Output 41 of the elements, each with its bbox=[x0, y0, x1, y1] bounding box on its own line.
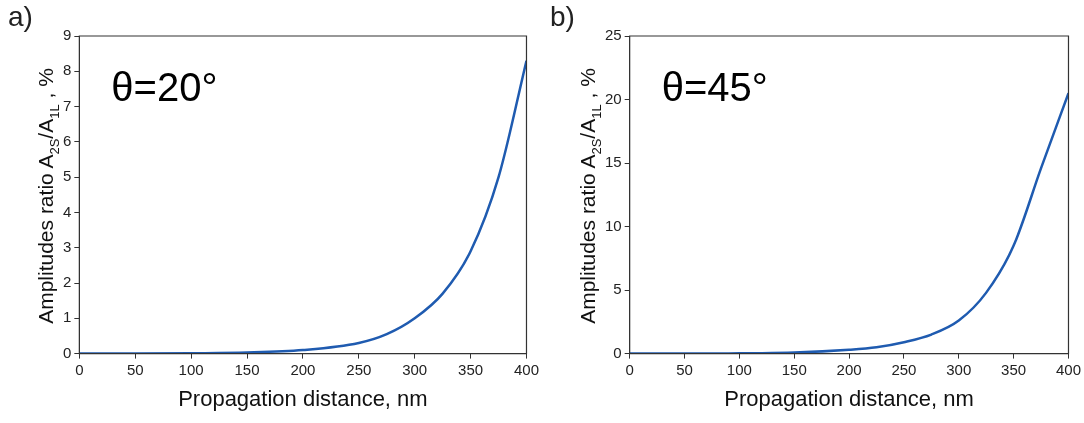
y-tick-label: 5 bbox=[613, 280, 622, 298]
y-tick-label: 6 bbox=[63, 132, 72, 150]
x-tick-label: 300 bbox=[402, 360, 428, 378]
x-tick-label: 400 bbox=[1055, 360, 1081, 378]
x-tick-label: 300 bbox=[946, 360, 972, 378]
y-tick-label: 0 bbox=[613, 343, 622, 361]
annotation: θ=20° bbox=[111, 65, 218, 110]
x-tick-label: 350 bbox=[458, 360, 484, 378]
y-tick-label: 20 bbox=[605, 89, 622, 107]
x-tick-label: 150 bbox=[234, 360, 260, 378]
x-axis-title: Propagation distance, nm bbox=[724, 385, 974, 411]
x-tick-label: 0 bbox=[75, 360, 84, 378]
x-tick-label: 200 bbox=[290, 360, 316, 378]
x-tick-label: 350 bbox=[1001, 360, 1027, 378]
y-tick-label: 0 bbox=[63, 343, 72, 361]
y-tick-label: 8 bbox=[63, 61, 72, 79]
y-tick-label: 9 bbox=[63, 26, 72, 44]
y-tick-label: 4 bbox=[63, 202, 72, 220]
x-tick-label: 400 bbox=[513, 360, 539, 378]
x-tick-label: 200 bbox=[836, 360, 862, 378]
y-tick-label: 25 bbox=[605, 26, 622, 44]
x-tick-label: 250 bbox=[346, 360, 372, 378]
y-tick-label: 7 bbox=[63, 96, 72, 114]
x-tick-label: 0 bbox=[625, 360, 634, 378]
chart-title: b) bbox=[550, 0, 575, 34]
x-tick-label: 50 bbox=[126, 360, 144, 378]
x-axis-title: Propagation distance, nm bbox=[178, 385, 428, 411]
x-tick-label: 250 bbox=[891, 360, 917, 378]
chart-title: a) bbox=[8, 0, 33, 34]
x-tick-label: 100 bbox=[726, 360, 752, 378]
y-tick-label: 5 bbox=[63, 167, 72, 185]
x-tick-label: 50 bbox=[676, 360, 693, 378]
y-tick-label: 10 bbox=[605, 216, 622, 234]
y-tick-label: 3 bbox=[63, 237, 72, 255]
y-tick-label: 2 bbox=[63, 273, 72, 291]
annotation: θ=45° bbox=[661, 65, 768, 110]
y-tick-label: 1 bbox=[63, 308, 72, 326]
y-tick-label: 15 bbox=[605, 153, 622, 171]
line-series bbox=[79, 59, 527, 354]
x-tick-label: 100 bbox=[178, 360, 204, 378]
x-tick-label: 150 bbox=[781, 360, 807, 378]
